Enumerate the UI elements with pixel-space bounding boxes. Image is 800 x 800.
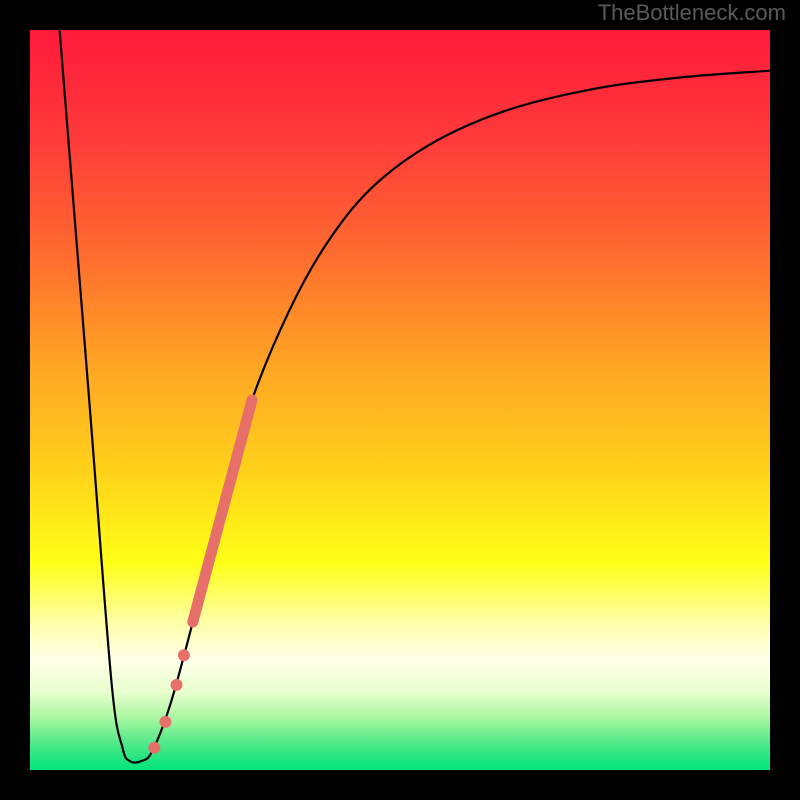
watermark-text: TheBottleneck.com — [598, 0, 786, 26]
figure-container: TheBottleneck.com — [0, 0, 800, 800]
bottleneck-curve-chart — [0, 0, 800, 800]
highlight-dot — [159, 716, 171, 728]
highlight-dot — [171, 679, 183, 691]
highlight-dot — [178, 649, 190, 661]
plot-background — [30, 30, 770, 770]
highlight-dot — [148, 742, 160, 754]
